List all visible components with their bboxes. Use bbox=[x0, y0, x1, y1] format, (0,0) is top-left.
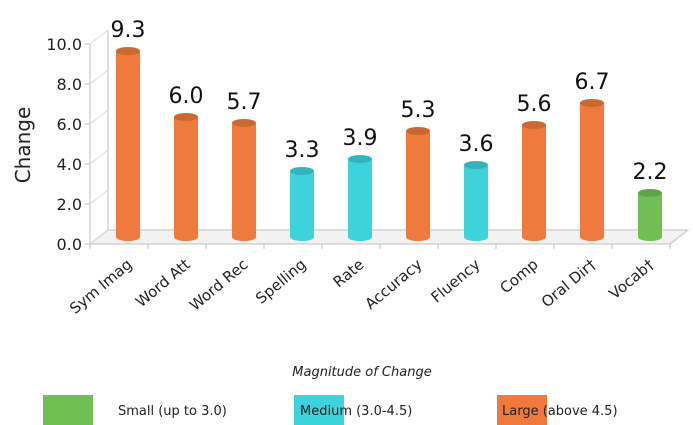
bar-body bbox=[522, 125, 546, 241]
bar bbox=[174, 113, 198, 241]
bar bbox=[522, 121, 546, 241]
bar bbox=[638, 189, 662, 241]
bar bbox=[464, 161, 488, 241]
data-label: 5.3 bbox=[401, 98, 436, 123]
x-tick-label: Vocab† bbox=[606, 255, 658, 303]
x-tick-label: Rate bbox=[330, 255, 368, 291]
y-tick-label: 8.0 bbox=[57, 75, 82, 94]
bar-body bbox=[348, 159, 372, 241]
legend-item: Large (above 4.5) bbox=[497, 395, 618, 425]
bar-body bbox=[638, 193, 662, 241]
bar-top bbox=[116, 47, 140, 55]
x-tick-label: Comp bbox=[496, 255, 541, 297]
back-wall-edge bbox=[89, 30, 109, 245]
bars bbox=[116, 47, 662, 241]
legend-label: Large (above 4.5) bbox=[502, 404, 618, 419]
x-tick-label: Fluency bbox=[427, 255, 483, 306]
bar-top bbox=[638, 189, 662, 197]
y-tick-diag bbox=[89, 149, 109, 165]
bar bbox=[116, 47, 140, 241]
legend-swatch bbox=[43, 395, 93, 425]
y-tick-label: 10.0 bbox=[46, 35, 82, 54]
x-tick-label: Oral Dir† bbox=[538, 255, 600, 311]
bar bbox=[290, 167, 314, 241]
bar-body bbox=[290, 171, 314, 241]
data-label: 6.7 bbox=[575, 70, 610, 95]
data-label: 2.2 bbox=[633, 160, 668, 185]
data-label: 3.3 bbox=[285, 138, 320, 163]
x-tick-label: Sym Imag bbox=[66, 255, 135, 317]
y-axis-label: Change bbox=[11, 107, 35, 184]
bar bbox=[232, 119, 256, 241]
y-tick-diag bbox=[89, 29, 109, 45]
data-label: 3.6 bbox=[459, 132, 494, 157]
y-tick-diag bbox=[89, 229, 109, 245]
bar-body bbox=[116, 51, 140, 241]
bar-top bbox=[348, 155, 372, 163]
bar bbox=[580, 99, 604, 241]
bar-body bbox=[580, 103, 604, 241]
legend-swatch bbox=[294, 395, 344, 425]
bar-top bbox=[174, 113, 198, 121]
bar-top bbox=[290, 167, 314, 175]
legend-label: Small (up to 3.0) bbox=[118, 404, 227, 419]
x-tick-label: Word Rec bbox=[186, 255, 252, 314]
bar-body bbox=[464, 165, 488, 241]
bar-body bbox=[406, 131, 430, 241]
bar-top bbox=[580, 99, 604, 107]
legend-item: Medium (3.0-4.5) bbox=[294, 395, 412, 425]
bar-top bbox=[406, 127, 430, 135]
y-tick-label: 4.0 bbox=[57, 155, 82, 174]
y-tick-label: 0.0 bbox=[57, 235, 82, 254]
bar bbox=[406, 127, 430, 241]
y-tick-diag bbox=[89, 69, 109, 85]
bar bbox=[348, 155, 372, 241]
legend-label: Medium (3.0-4.5) bbox=[300, 404, 412, 419]
y-tick-label: 6.0 bbox=[57, 115, 82, 134]
data-label: 9.3 bbox=[111, 18, 146, 43]
bar-top bbox=[232, 119, 256, 127]
x-tick-label: Spelling bbox=[252, 255, 309, 307]
y-tick-diag bbox=[89, 109, 109, 125]
x-tick-label: Accuracy bbox=[362, 255, 426, 313]
x-tick-label: Word Att bbox=[132, 255, 194, 311]
legend: Small (up to 3.0) Medium (3.0-4.5) Large (… bbox=[43, 395, 618, 425]
legend-item: Small (up to 3.0) bbox=[43, 395, 227, 425]
bar-body bbox=[174, 117, 198, 241]
y-tick-label: 2.0 bbox=[57, 195, 82, 214]
bar-body bbox=[232, 123, 256, 241]
data-label: 3.9 bbox=[343, 126, 378, 151]
data-label: 6.0 bbox=[169, 84, 204, 109]
legend-swatch bbox=[497, 395, 547, 425]
data-label: 5.6 bbox=[517, 92, 552, 117]
data-label: 5.7 bbox=[227, 90, 262, 115]
bar-top bbox=[464, 161, 488, 169]
bar-top bbox=[522, 121, 546, 129]
legend-title: Magnitude of Change bbox=[292, 365, 431, 380]
y-tick-diag bbox=[89, 189, 109, 205]
